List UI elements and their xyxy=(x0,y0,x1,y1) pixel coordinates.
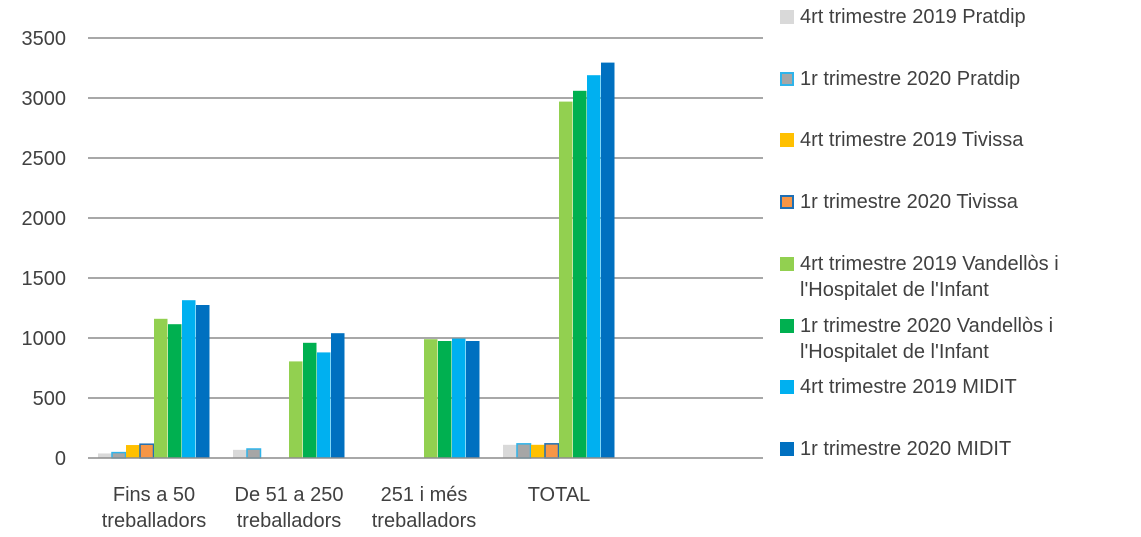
legend-item: 1r trimestre 2020 Tivissa xyxy=(780,189,1140,215)
legend-swatch xyxy=(780,442,794,456)
bar xyxy=(246,448,262,459)
x-tick-label-line: De 51 a 250 xyxy=(234,484,344,506)
legend-label: 4rt trimestre 2019 Vandellòs i l'Hospital… xyxy=(800,251,1059,303)
bar xyxy=(233,449,247,458)
bar xyxy=(601,62,615,458)
legend-label: 1r trimestre 2020 Vandellòs i l'Hospitale… xyxy=(800,313,1053,365)
bar xyxy=(182,300,196,458)
y-tick-label: 3000 xyxy=(22,88,67,110)
bar xyxy=(544,443,560,459)
legend-label-line: 4rt trimestre 2019 Pratdip xyxy=(800,6,1026,28)
bar xyxy=(139,443,155,459)
legend-item: 4rt trimestre 2019 Vandellòs i l'Hospital… xyxy=(780,251,1140,303)
x-tick-label-line: treballadors xyxy=(101,510,207,532)
x-tick-label-line: TOTAL xyxy=(527,484,591,506)
x-tick-label-line: treballadors xyxy=(371,510,477,532)
bar xyxy=(126,445,140,458)
bar xyxy=(317,352,331,458)
y-tick-label: 1500 xyxy=(22,268,67,290)
y-tick-label: 500 xyxy=(33,388,66,410)
legend-label: 4rt trimestre 2019 Pratdip xyxy=(800,4,1026,30)
legend-label: 4rt trimestre 2019 MIDIT xyxy=(800,374,1017,400)
y-tick-label: 2500 xyxy=(22,148,67,170)
bar-chart: 0 500 1000 1500 2000 2500 3000 3500 xyxy=(22,28,763,470)
legend-item: 4rt trimestre 2019 MIDIT xyxy=(780,374,1140,400)
legend-item: 1r trimestre 2020 Pratdip xyxy=(780,66,1140,92)
legend-swatch xyxy=(780,72,794,86)
bar xyxy=(303,342,317,458)
y-tick-label: 0 xyxy=(55,448,66,470)
x-tick-label: TOTAL xyxy=(489,482,629,508)
legend-swatch xyxy=(780,319,794,333)
bar xyxy=(289,361,303,458)
legend-item: 4rt trimestre 2019 Pratdip xyxy=(780,4,1140,30)
legend-item: 4rt trimestre 2019 Tivissa xyxy=(780,127,1140,153)
bar xyxy=(466,341,480,458)
bar xyxy=(424,339,438,458)
bar xyxy=(438,341,452,458)
legend-label: 1r trimestre 2020 Tivissa xyxy=(800,189,1018,215)
legend-label-line: 4rt trimestre 2019 Vandellòs i xyxy=(800,253,1059,275)
legend-label: 4rt trimestre 2019 Tivissa xyxy=(800,127,1023,153)
bar xyxy=(111,451,127,459)
legend-label-line: 1r trimestre 2020 Tivissa xyxy=(800,191,1018,213)
x-tick-label-line: 251 i més xyxy=(380,484,468,506)
legend-swatch xyxy=(780,10,794,24)
bar xyxy=(503,444,517,458)
bar xyxy=(196,305,210,458)
bar xyxy=(331,333,345,458)
legend-swatch xyxy=(780,133,794,147)
x-tick-label-line: Fins a 50 xyxy=(112,484,196,506)
bars xyxy=(98,62,615,459)
legend-label-line: 4rt trimestre 2019 MIDIT xyxy=(800,376,1017,398)
legend-label-line: l'Hospitalet de l'Infant xyxy=(800,279,989,301)
legend-item: 1r trimestre 2020 Vandellòs i l'Hospitale… xyxy=(780,313,1140,365)
legend-swatch xyxy=(780,195,794,209)
bar xyxy=(531,444,545,458)
legend-label-line: 1r trimestre 2020 Vandellòs i xyxy=(800,315,1054,337)
bar xyxy=(573,90,587,459)
bar xyxy=(452,338,466,458)
legend-swatch xyxy=(780,380,794,394)
y-tick-label: 1000 xyxy=(22,328,67,350)
bar xyxy=(168,324,182,458)
legend: 4rt trimestre 2019 Pratdip 1r trimestre 2… xyxy=(780,0,1141,537)
y-tick-label: 2000 xyxy=(22,208,67,230)
bar xyxy=(559,101,573,458)
x-tick-label: De 51 a 250 treballadors xyxy=(219,482,359,534)
bar xyxy=(98,453,112,458)
legend-label-line: 4rt trimestre 2019 Tivissa xyxy=(800,129,1024,151)
legend-label-line: l'Hospitalet de l'Infant xyxy=(800,341,989,363)
legend-label-line: 1r trimestre 2020 MIDIT xyxy=(800,438,1012,460)
x-tick-label-line: treballadors xyxy=(236,510,342,532)
legend-label: 1r trimestre 2020 MIDIT xyxy=(800,436,1011,462)
y-tick-label: 3500 xyxy=(22,28,67,50)
x-tick-label: 251 i més treballadors xyxy=(354,482,494,534)
legend-label-line: 1r trimestre 2020 Pratdip xyxy=(800,68,1021,90)
bar xyxy=(516,443,532,459)
y-axis-tick-labels: 0 500 1000 1500 2000 2500 3000 3500 xyxy=(22,28,67,470)
legend-swatch xyxy=(780,257,794,271)
legend-label: 1r trimestre 2020 Pratdip xyxy=(800,66,1020,92)
legend-item: 1r trimestre 2020 MIDIT xyxy=(780,436,1140,462)
bar xyxy=(587,75,601,458)
bar xyxy=(154,318,168,458)
x-tick-label: Fins a 50 treballadors xyxy=(84,482,224,534)
